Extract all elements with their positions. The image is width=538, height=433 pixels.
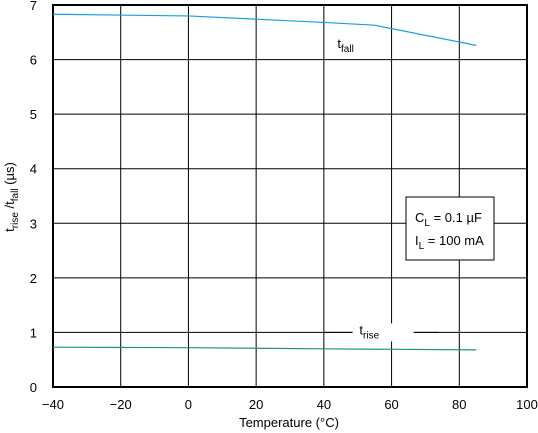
rise-label-bg — [352, 323, 414, 342]
legend-line-current: IL = 100 mA — [415, 233, 484, 252]
y-tick-label: 2 — [30, 271, 37, 286]
legend-box: CL = 0.1 µF IL = 100 mA — [405, 196, 495, 261]
x-tick-label: 60 — [384, 397, 398, 412]
tick-labels: −40 −20 0 20 40 60 80 100 0 1 2 3 4 5 6 7 — [30, 0, 538, 412]
legend-capacitance-value: = 0.1 µF — [430, 210, 482, 225]
x-tick-label: 0 — [185, 397, 192, 412]
series-line-fall — [52, 13, 477, 46]
x-tick-label: 40 — [317, 397, 331, 412]
x-tick-label: 100 — [516, 397, 538, 412]
x-tick-label: −40 — [42, 397, 64, 412]
series-label-fall: tfall — [337, 36, 353, 55]
plot-frame — [52, 4, 528, 388]
y-axis-title-mid: /t — [2, 201, 17, 212]
series-lines — [52, 13, 477, 351]
y-tick-label: 7 — [30, 0, 37, 13]
series-line-rise — [52, 346, 477, 351]
x-axis-title: Temperature (°C) — [239, 415, 339, 430]
legend-line-capacitance: CL = 0.1 µF — [415, 210, 482, 229]
y-tick-label: 3 — [30, 216, 37, 231]
x-tick-label: 20 — [249, 397, 263, 412]
series-label-rise: trise — [359, 322, 379, 341]
y-axis-title: trise /tfall (µs) — [2, 162, 21, 232]
legend-current-value: = 100 mA — [424, 233, 484, 248]
series-labels: tfall trise — [323, 36, 439, 342]
y-axis-title-t1: t — [2, 228, 17, 232]
y-tick-label: 0 — [30, 380, 37, 395]
legend-current-symbol: I — [415, 233, 419, 248]
grid — [52, 4, 528, 388]
x-tick-label: 80 — [452, 397, 466, 412]
y-axis-title-sub1: rise — [10, 212, 21, 229]
legend-capacitance-symbol: C — [415, 210, 424, 225]
y-tick-label: 4 — [30, 162, 37, 177]
y-axis-title-unit: (µs) — [2, 162, 17, 188]
y-tick-label: 1 — [30, 325, 37, 340]
y-axis-title-sub2: fall — [10, 188, 21, 201]
y-tick-label: 6 — [30, 53, 37, 68]
x-tick-label: −20 — [110, 397, 132, 412]
y-tick-label: 5 — [30, 107, 37, 122]
legend-current-subscript: L — [419, 241, 425, 252]
legend-capacitance-subscript: L — [424, 218, 430, 229]
